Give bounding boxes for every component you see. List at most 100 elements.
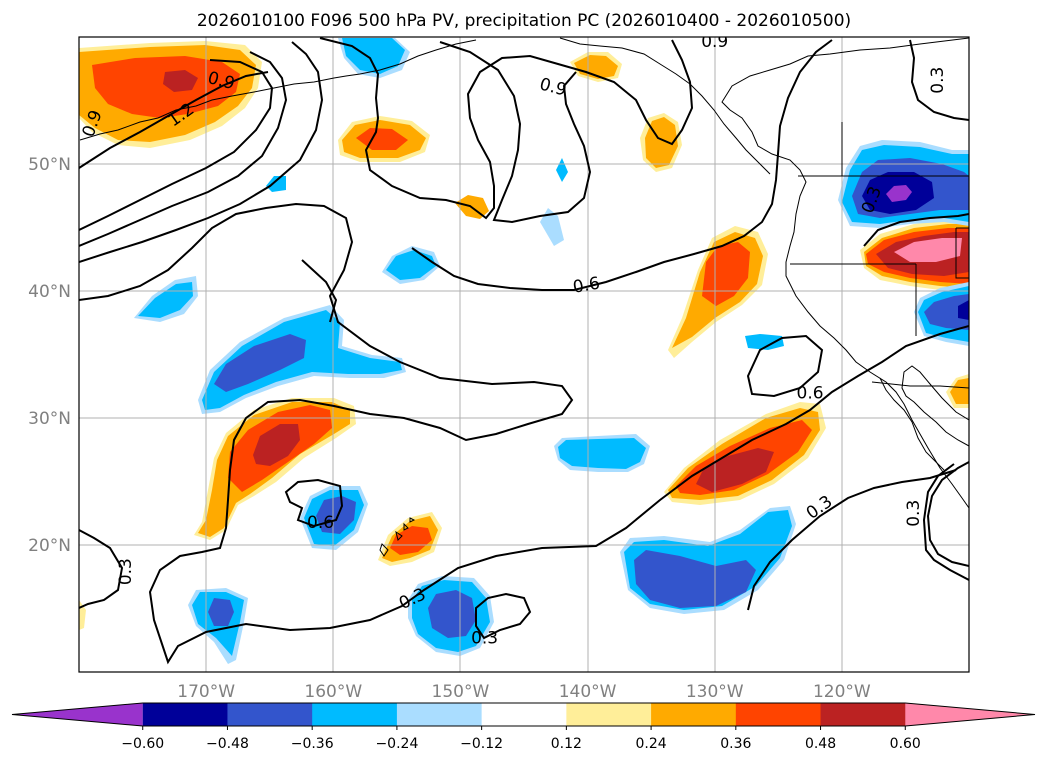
negative-anomaly-region xyxy=(266,176,286,192)
positive-anomaly-region xyxy=(574,55,618,79)
positive-anomaly-region xyxy=(390,526,432,555)
hawaiian-islands xyxy=(379,517,416,557)
longitude-labels: 170°W 160°W 150°W 140°W 130°W 120°W xyxy=(177,682,871,702)
negative-anomaly-region xyxy=(634,550,756,608)
negative-anomaly-region xyxy=(558,438,646,469)
colorbar-tick-label: −0.48 xyxy=(206,736,249,752)
colorbar-segment xyxy=(566,703,652,726)
positive-anomaly-region xyxy=(163,70,198,92)
negative-anomaly-region xyxy=(214,334,306,392)
negative-anomaly-region xyxy=(342,38,405,74)
longitude-label: 120°W xyxy=(813,682,871,702)
pv-contour-label: 0.3 xyxy=(904,500,924,527)
pv-contour-label-text: 0.3 xyxy=(471,629,498,649)
pv-contour-label-text: 0.3 xyxy=(904,500,924,527)
longitude-label: 140°W xyxy=(559,682,617,702)
latitude-label: 20°N xyxy=(28,536,71,556)
positive-anomaly-region xyxy=(702,242,750,306)
pv-contour-line xyxy=(319,37,694,220)
positive-anomaly-region xyxy=(894,238,962,262)
colorbar-tick-label: −0.36 xyxy=(291,736,334,752)
colorbar-segment xyxy=(396,703,483,726)
colorbar-tick-label: 0.12 xyxy=(551,736,582,752)
pv-contour-label: 0.9 xyxy=(701,32,728,52)
pv-contour-label-text: 0.3 xyxy=(116,558,136,585)
pv-contour-line xyxy=(79,41,324,263)
latitude-label: 40°N xyxy=(28,282,71,302)
pv-contour-label: 0.3 xyxy=(928,67,948,94)
pv-contour-label: 0.6 xyxy=(307,513,334,533)
colorbar-segment xyxy=(481,703,567,726)
negative-anomaly-region xyxy=(208,598,234,626)
pv-contour-label: 0.6 xyxy=(797,384,824,404)
negative-anomaly-region xyxy=(924,294,969,330)
figure-title: 2026010100 F096 500 hPa PV, precipitatio… xyxy=(197,11,851,31)
colorbar-segment xyxy=(820,703,906,726)
pv-contour-line xyxy=(475,592,532,640)
precip-anomaly-fill xyxy=(79,38,969,664)
pv-contours xyxy=(79,37,969,665)
colorbar-segment xyxy=(227,703,313,726)
colorbar-tick-label: −0.12 xyxy=(460,736,503,752)
gulf-of-california-coast xyxy=(901,365,969,447)
pv-contour-label: 0.3 xyxy=(116,558,136,585)
latitude-label: 50°N xyxy=(28,155,71,175)
colorbar-segment xyxy=(735,703,822,726)
pv-contour-label: 0.6 xyxy=(571,273,601,297)
longitude-label: 160°W xyxy=(304,682,362,702)
pv-contour-label-text: 0.6 xyxy=(797,384,824,404)
colorbar-tick-label: −0.24 xyxy=(375,736,418,752)
colorbar-extend-max xyxy=(905,703,1035,726)
negative-anomaly-region xyxy=(428,590,476,638)
colorbar-tick-label: 0.36 xyxy=(720,736,751,752)
pv-contour-line xyxy=(746,334,824,398)
colorbar: −0.60 −0.48 −0.36 −0.24 −0.12 0.12 0.24 0.36 0.4… xyxy=(11,702,1036,752)
us-mexico-border xyxy=(871,381,969,389)
map-background xyxy=(79,37,969,672)
negative-anomaly-region xyxy=(886,185,912,202)
positive-anomaly-region xyxy=(950,378,969,404)
longitude-label: 150°W xyxy=(432,682,490,702)
pv-contour-line xyxy=(284,478,344,528)
negative-anomaly-region xyxy=(202,310,402,410)
colorbar-extend-min xyxy=(12,703,143,726)
colorbar-segment xyxy=(312,703,398,726)
pv-contour-line xyxy=(79,59,274,231)
negative-anomaly-region xyxy=(958,300,969,320)
pv-contour-line xyxy=(79,529,124,609)
pv-contour-line xyxy=(909,39,969,121)
colorbar-segment xyxy=(142,703,228,726)
pv-contour-label-text: 0.6 xyxy=(571,273,601,297)
colorbar-tick-label: 0.60 xyxy=(890,736,921,752)
baja-outline xyxy=(879,377,945,471)
pv-contour-line xyxy=(863,213,969,247)
map-frame xyxy=(78,36,970,673)
latitude-label: 30°N xyxy=(28,409,71,429)
pv-contour-line xyxy=(411,39,833,291)
negative-anomaly-region xyxy=(745,334,784,350)
north-america-coastline xyxy=(721,37,969,509)
graticule xyxy=(79,37,969,672)
pv-contour-label-text: 0.6 xyxy=(307,513,334,533)
pv-contour-line xyxy=(79,51,288,247)
longitude-label: 130°W xyxy=(686,682,744,702)
negative-anomaly-region xyxy=(540,208,564,246)
pv-contour-label-text: 0.9 xyxy=(701,32,728,52)
pv-contour-line xyxy=(747,469,957,611)
pv-contour-line xyxy=(439,41,592,224)
negative-anomaly-region xyxy=(386,250,436,280)
pv-contour-line xyxy=(79,202,969,665)
colorbar-tick-label: −0.60 xyxy=(121,736,164,752)
pv-contour-line xyxy=(922,463,969,581)
colorbar-tick-label: 0.48 xyxy=(805,736,836,752)
positive-anomaly-region xyxy=(253,424,300,466)
us-state-border xyxy=(955,228,969,279)
pv-contour-line xyxy=(301,259,338,323)
latitude-labels: 50°N 40°N 30°N 20°N xyxy=(28,155,71,556)
pv-contour-label: 0.3 xyxy=(471,629,498,649)
longitude-label: 170°W xyxy=(177,682,235,702)
colorbar-tick-label: 0.24 xyxy=(636,736,667,752)
positive-anomaly-region xyxy=(92,56,240,118)
pv-contour-line xyxy=(79,71,269,169)
